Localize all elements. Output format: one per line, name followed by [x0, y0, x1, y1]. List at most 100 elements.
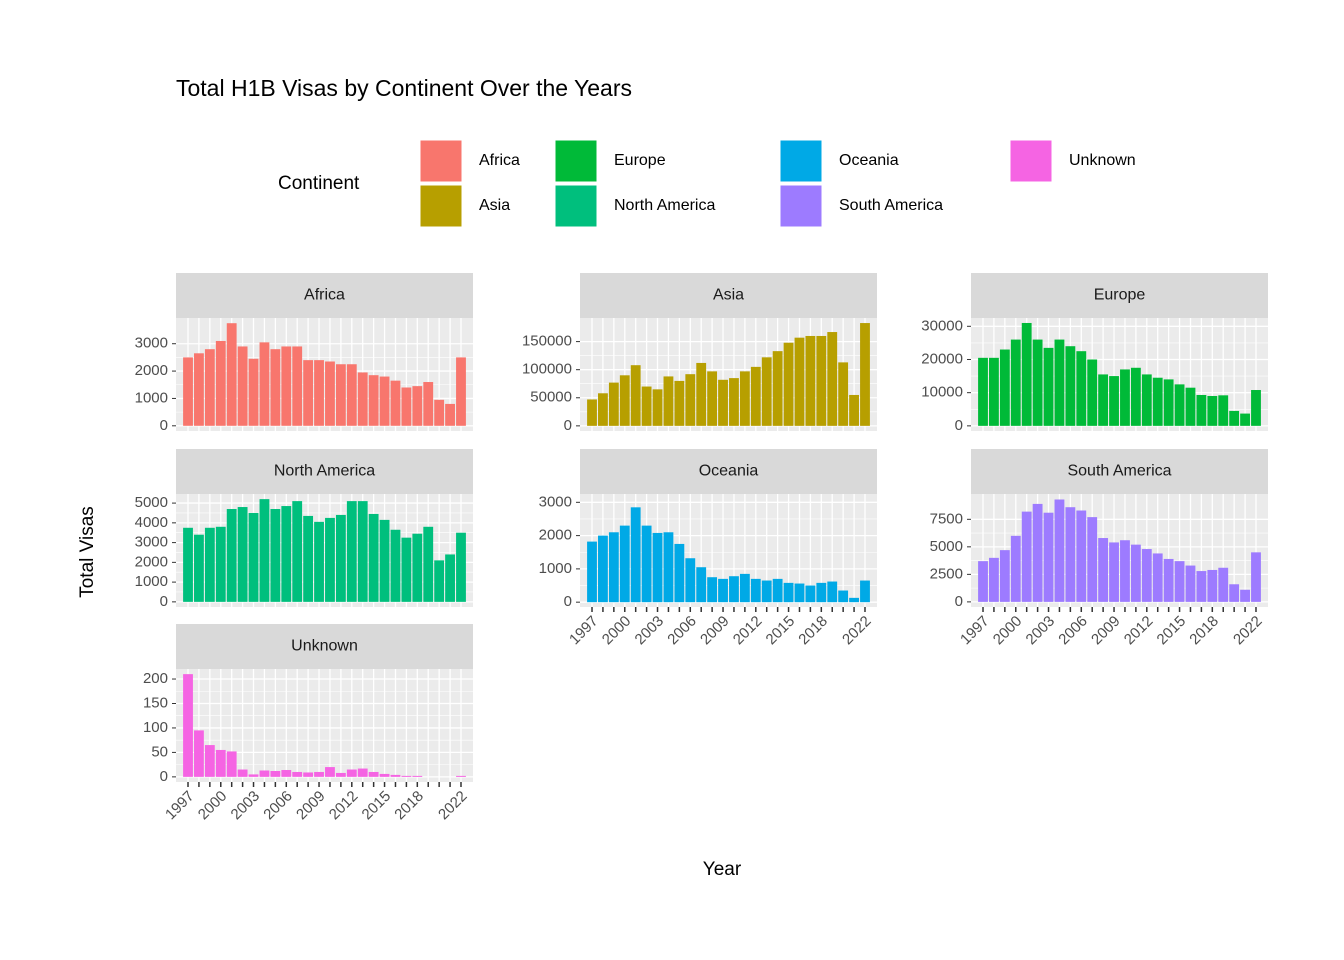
bar: [456, 775, 466, 777]
strip-label: Unknown: [291, 638, 358, 655]
bar: [346, 364, 357, 426]
bar: [978, 357, 988, 426]
y-tick-label: 7500: [930, 510, 963, 527]
bar: [849, 597, 859, 603]
bar: [368, 375, 379, 426]
bar: [183, 357, 193, 426]
y-tick-label: 3000: [135, 335, 168, 352]
bar: [1240, 413, 1250, 426]
bar: [1109, 542, 1119, 602]
bar: [259, 770, 270, 777]
bar: [608, 532, 619, 603]
bar: [1010, 535, 1021, 602]
bar: [390, 529, 401, 602]
y-tick-label: 0: [160, 768, 168, 785]
bar: [379, 773, 390, 777]
bar: [1196, 394, 1207, 426]
bar: [1120, 540, 1130, 602]
bar: [750, 578, 761, 603]
bar: [827, 581, 838, 603]
bar: [816, 335, 827, 426]
bar: [696, 362, 707, 426]
bar: [1098, 538, 1109, 602]
bar: [325, 767, 335, 777]
bar: [860, 580, 870, 603]
bar: [598, 535, 608, 603]
bar: [259, 342, 270, 426]
bar: [1032, 503, 1043, 602]
bar: [999, 550, 1010, 602]
bar: [696, 567, 707, 603]
bar: [303, 515, 314, 602]
bar: [707, 371, 718, 426]
bar: [325, 361, 335, 426]
bar: [641, 386, 652, 426]
bar: [194, 730, 204, 777]
bar: [794, 337, 805, 426]
bar: [674, 543, 685, 603]
bar: [1229, 584, 1240, 602]
bar: [292, 771, 303, 777]
bar: [1207, 395, 1218, 426]
bar: [194, 353, 204, 426]
legend-key: [779, 139, 823, 183]
bar: [292, 501, 303, 602]
y-tick-label: 50000: [530, 389, 572, 406]
bar: [270, 349, 281, 426]
chart-title: Total H1B Visas by Continent Over the Ye…: [176, 75, 632, 101]
strip: [580, 449, 877, 494]
bar: [204, 349, 215, 426]
bar: [1174, 561, 1185, 602]
bar: [1218, 567, 1229, 602]
bar: [587, 541, 597, 603]
bar: [270, 509, 281, 602]
y-tick-label: 4000: [135, 514, 168, 531]
bar: [1076, 510, 1087, 602]
bar: [1120, 369, 1130, 426]
y-tick-label: 150: [143, 694, 168, 711]
strip: [971, 449, 1268, 494]
strip: [176, 273, 473, 318]
strip-label: North America: [274, 463, 375, 480]
bar: [805, 585, 816, 603]
bar: [619, 525, 630, 603]
legend-label: Europe: [614, 152, 666, 169]
bar: [1251, 552, 1261, 602]
bar: [379, 519, 390, 602]
legend-key: [779, 184, 823, 228]
y-tick-label: 0: [564, 417, 572, 434]
bar: [1032, 339, 1043, 426]
bar: [226, 323, 237, 426]
bar: [368, 771, 379, 777]
bar: [281, 346, 292, 426]
bar: [194, 534, 204, 602]
legend-label: Africa: [479, 152, 520, 169]
bar: [215, 749, 226, 777]
strip-label: Oceania: [699, 463, 759, 480]
y-tick-label: 0: [955, 417, 963, 434]
bar: [718, 379, 728, 426]
y-tick-label: 0: [564, 593, 572, 610]
bar: [248, 774, 259, 777]
y-tick-label: 2000: [539, 527, 572, 544]
bar: [783, 582, 794, 603]
bar: [1076, 351, 1087, 426]
bar: [456, 532, 466, 602]
bar: [1087, 517, 1098, 602]
bar: [445, 403, 455, 426]
y-tick-label: 100000: [522, 361, 572, 378]
y-tick-label: 10000: [921, 384, 963, 401]
legend-label: South America: [839, 197, 943, 214]
bar: [772, 351, 783, 426]
bar: [215, 340, 226, 426]
bar: [390, 774, 401, 777]
bar: [652, 532, 663, 603]
y-tick-label: 1000: [135, 573, 168, 590]
strip-label: South America: [1067, 463, 1171, 480]
y-tick-label: 30000: [921, 317, 963, 334]
strip: [176, 624, 473, 669]
legend-label: Oceania: [839, 152, 899, 169]
bar: [1043, 512, 1054, 602]
y-tick-label: 2000: [135, 362, 168, 379]
